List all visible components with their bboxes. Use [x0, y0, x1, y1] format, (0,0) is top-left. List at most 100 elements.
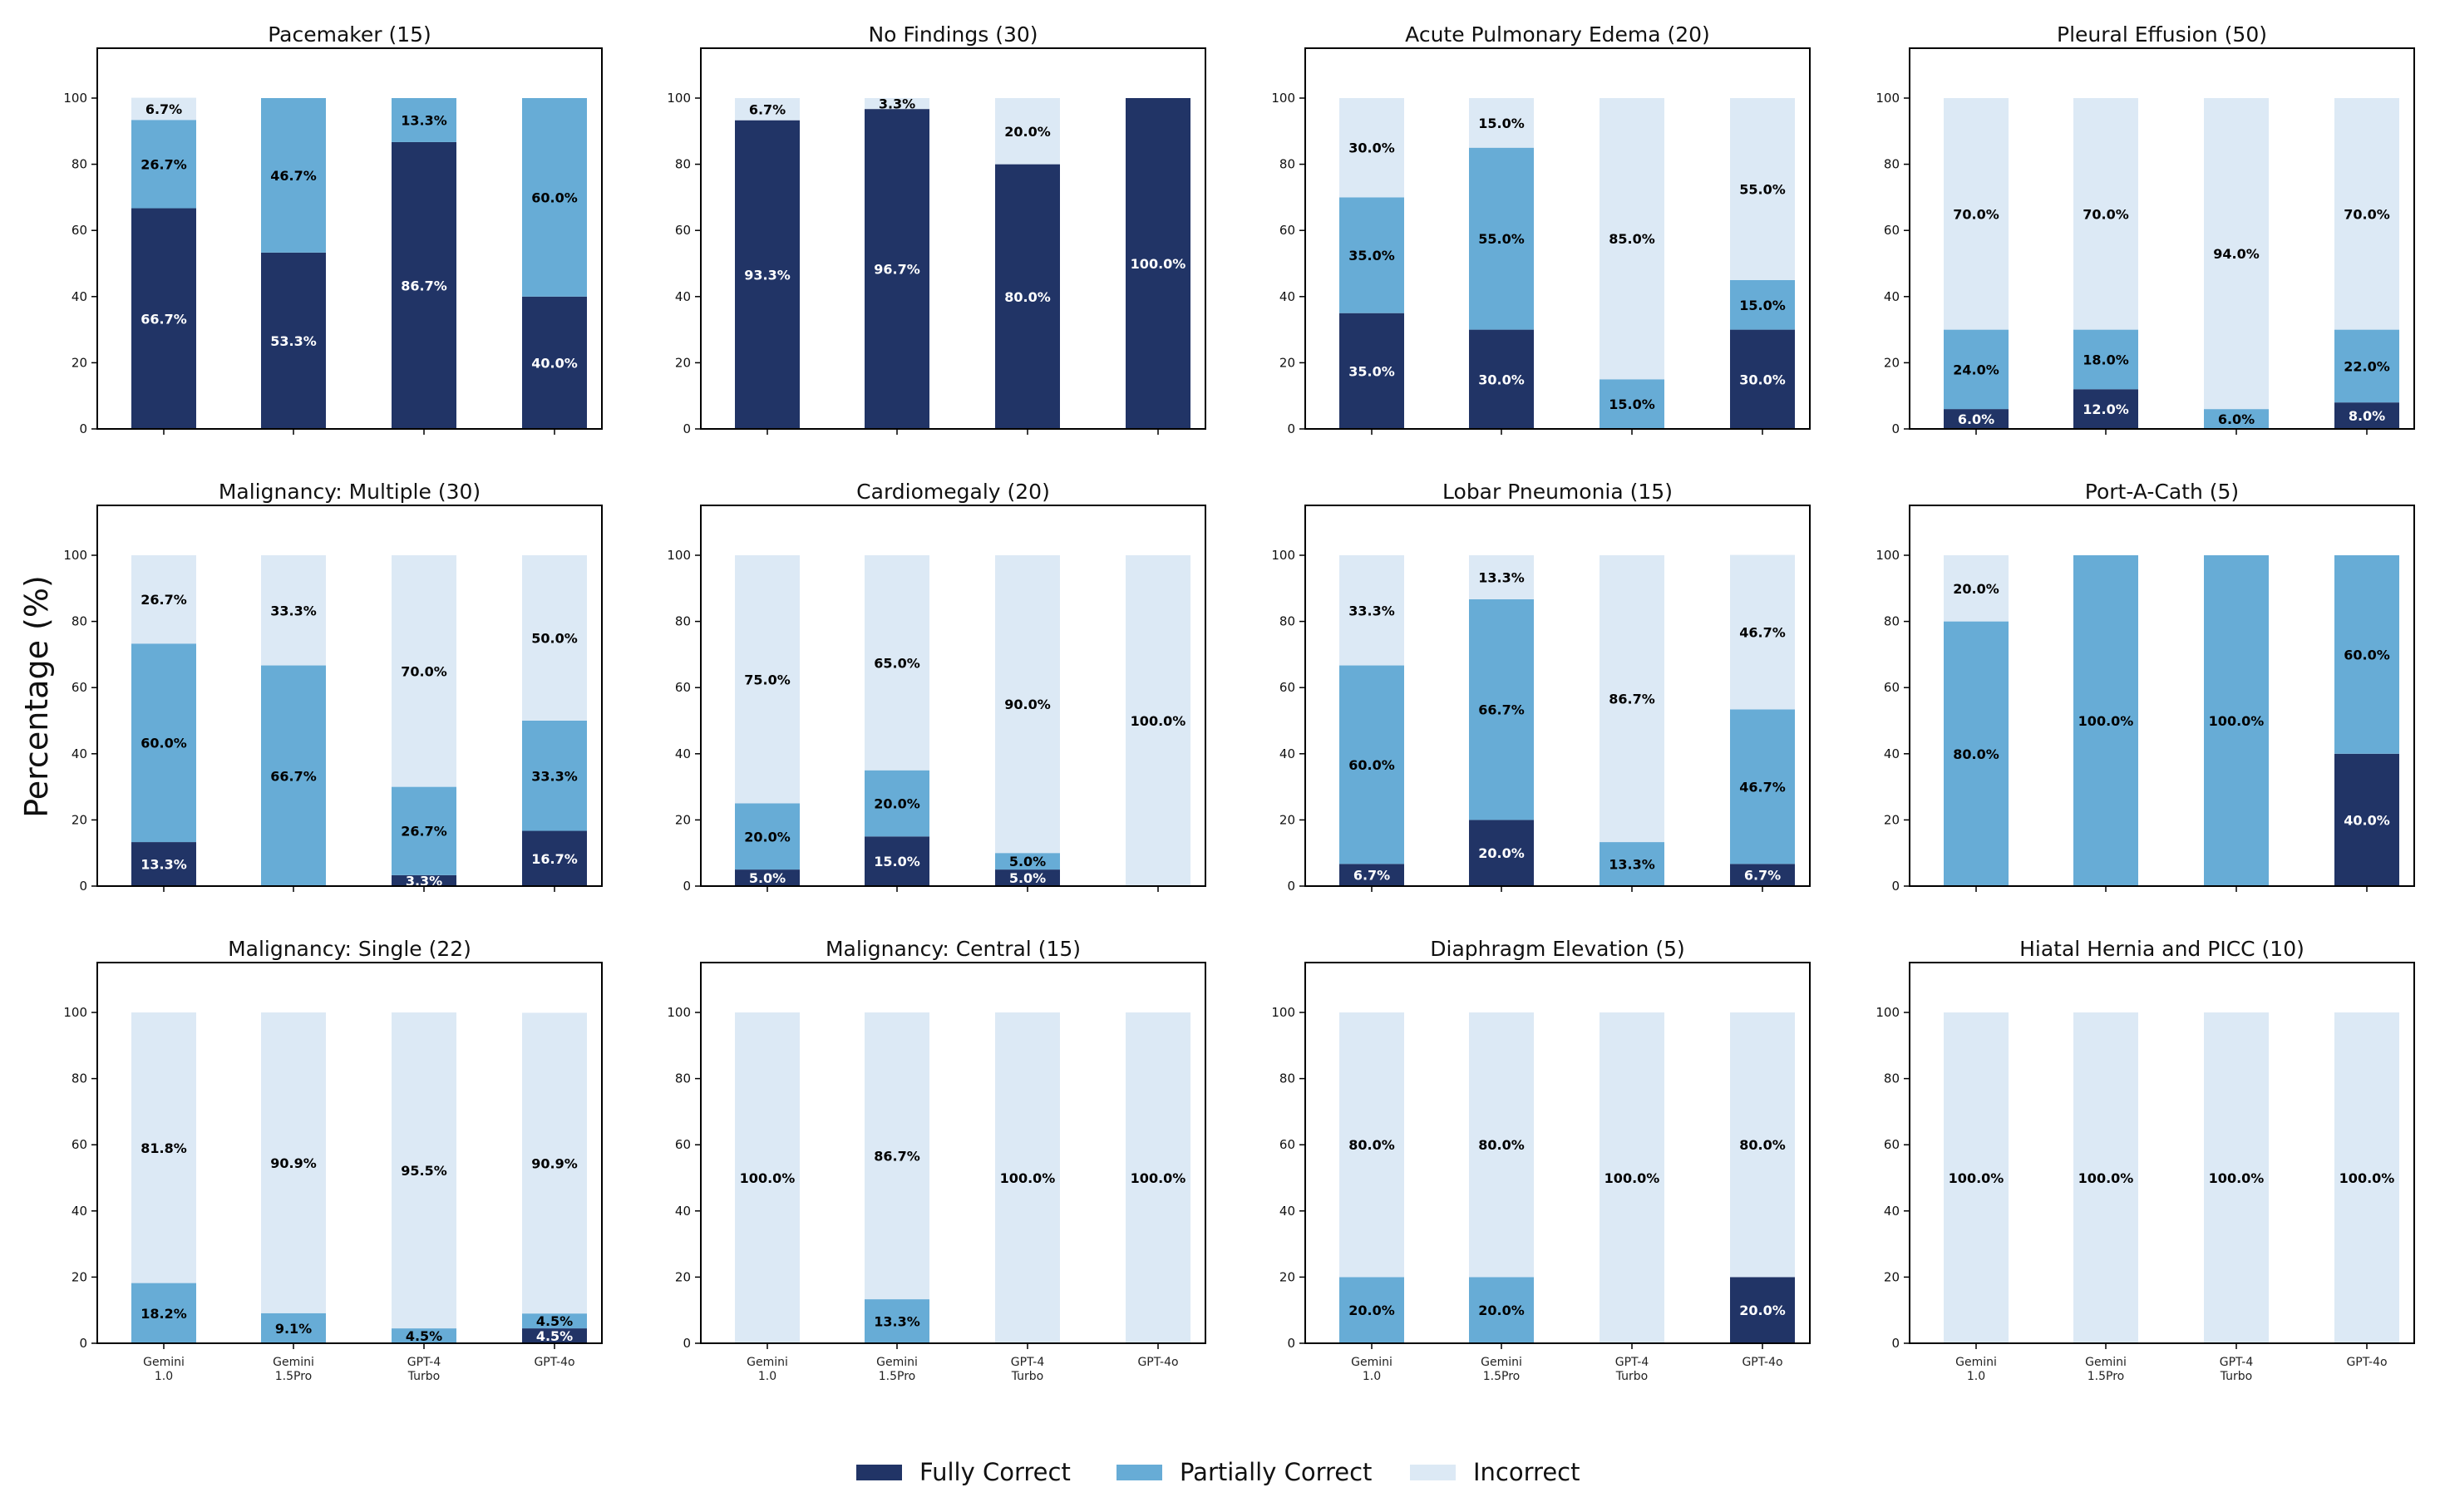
data-label: 93.3%: [744, 267, 791, 283]
data-label: 20.0%: [1478, 1303, 1525, 1318]
data-label: 15.0%: [1478, 116, 1525, 131]
panel-frame: [1909, 962, 2415, 1344]
bar-segment-fully-correct: [735, 120, 800, 429]
bar-segment-incorrect: [1600, 98, 1664, 380]
data-label: 26.7%: [140, 592, 187, 608]
bar-segment-partially-correct: [522, 1313, 587, 1329]
data-label: 15.0%: [1739, 298, 1786, 313]
y-tick-label: 40: [71, 1204, 87, 1219]
data-label: 100.0%: [740, 1170, 796, 1186]
panel-diaphragm-elevation-5: Diaphragm Elevation (5) 0 20 40 60 80 100 20.0%…: [1271, 937, 1811, 1383]
bar-segment-partially-correct: [1469, 1277, 1534, 1343]
y-tick-label: 60: [1279, 1137, 1295, 1152]
y-tick-label: 20: [1884, 1269, 1900, 1284]
y-tick-label: 0: [1891, 421, 1900, 436]
data-label: 3.3%: [406, 873, 442, 889]
x-tick-label: 1.0: [1967, 1370, 1985, 1383]
data-label: 90.9%: [531, 1155, 578, 1171]
bar-segment-fully-correct: [1730, 1277, 1795, 1343]
bar-segment-incorrect: [865, 1012, 929, 1300]
legend: Fully Correct Partially Correct Incorrect: [856, 1458, 1580, 1486]
data-label: 33.3%: [1348, 603, 1395, 618]
data-label: 30.0%: [1348, 140, 1395, 156]
bar-segment-fully-correct: [261, 252, 326, 429]
data-label: 60.0%: [531, 190, 578, 205]
bar-segment-fully-correct: [865, 109, 929, 429]
x-tick-label: Gemini: [273, 1356, 314, 1369]
data-label: 100.0%: [1000, 1170, 1056, 1186]
data-label: 30.0%: [1478, 372, 1525, 387]
bar-segment-fully-correct: [392, 141, 456, 429]
data-label: 3.3%: [879, 96, 915, 112]
y-tick-label: 60: [71, 223, 87, 238]
bar-segment-fully-correct: [1469, 820, 1534, 886]
y-tick-label: 40: [71, 289, 87, 304]
bar-segment-incorrect: [1730, 1012, 1795, 1278]
panel-frame: [96, 47, 603, 430]
y-tick-label: 0: [1891, 879, 1900, 894]
data-label: 8.0%: [2349, 408, 2385, 424]
bar-segment-partially-correct: [261, 665, 326, 886]
bar-segment-incorrect: [735, 98, 800, 121]
data-label: 46.7%: [1739, 625, 1786, 641]
bar-segment-incorrect: [995, 1012, 1060, 1343]
bar-segment-partially-correct: [995, 853, 1060, 870]
bar-segment-partially-correct: [2334, 555, 2399, 754]
panel-hiatal-hernia-and-picc-10: Hiatal Hernia and PICC (10) 0 20 40 60 80 100 1…: [1876, 937, 2415, 1383]
data-label: 20.0%: [744, 829, 791, 845]
bar-segment-partially-correct: [392, 98, 456, 142]
legend-swatch-fully-correct: [856, 1465, 902, 1480]
data-label: 70.0%: [2344, 206, 2390, 222]
bar-segment-incorrect: [522, 555, 587, 721]
y-tick-label: 0: [79, 421, 87, 436]
panel-title: Malignancy: Single (22): [228, 937, 471, 961]
y-tick-label: 20: [675, 355, 691, 370]
data-label: 9.1%: [275, 1321, 312, 1337]
bar-segment-partially-correct: [2204, 409, 2269, 429]
data-label: 35.0%: [1348, 248, 1395, 263]
data-label: 20.0%: [1004, 124, 1051, 140]
x-tick-label: Turbo: [1615, 1370, 1649, 1383]
bar-segment-fully-correct: [131, 208, 196, 429]
y-tick-label: 80: [1279, 157, 1295, 172]
data-label: 95.5%: [401, 1163, 447, 1179]
x-tick-label: Gemini: [747, 1356, 788, 1369]
legend-swatch-incorrect: [1410, 1465, 1456, 1480]
bar-segment-fully-correct: [1469, 329, 1534, 429]
data-label: 12.0%: [2083, 401, 2129, 417]
y-tick-label: 40: [1884, 746, 1900, 761]
y-tick-label: 20: [1884, 355, 1900, 370]
bar-segment-incorrect: [1469, 555, 1534, 599]
y-tick-label: 80: [675, 1071, 691, 1086]
bar-segment-partially-correct: [131, 120, 196, 209]
bar-segment-fully-correct: [1730, 329, 1795, 429]
x-tick-label: Gemini: [2085, 1356, 2127, 1369]
data-label: 20.0%: [1739, 1303, 1786, 1318]
data-label: 40.0%: [531, 355, 578, 371]
bar-segment-partially-correct: [1600, 379, 1664, 429]
legend-label-fully-correct: Fully Correct: [919, 1458, 1071, 1486]
data-label: 81.8%: [140, 1140, 187, 1156]
y-tick-label: 60: [675, 223, 691, 238]
bar-segment-fully-correct: [995, 869, 1060, 886]
data-label: 70.0%: [2083, 206, 2129, 222]
data-label: 46.7%: [270, 168, 317, 184]
y-tick-label: 100: [1271, 548, 1295, 563]
y-tick-label: 20: [1279, 812, 1295, 827]
data-label: 24.0%: [1953, 362, 1999, 377]
data-label: 13.3%: [874, 1314, 920, 1330]
bar-segment-incorrect: [735, 1012, 800, 1343]
bar-segment-partially-correct: [865, 1299, 929, 1343]
y-tick-label: 80: [675, 614, 691, 629]
y-tick-label: 40: [675, 746, 691, 761]
panel-frame: [700, 47, 1206, 430]
panel-frame: [700, 505, 1206, 887]
bar-segment-partially-correct: [131, 1283, 196, 1343]
y-tick-label: 80: [1884, 157, 1900, 172]
y-tick-label: 40: [675, 1204, 691, 1219]
y-tick-label: 100: [1876, 91, 1900, 106]
y-tick-label: 80: [1884, 614, 1900, 629]
y-tick-label: 100: [667, 1005, 691, 1020]
data-label: 20.0%: [1953, 581, 1999, 597]
